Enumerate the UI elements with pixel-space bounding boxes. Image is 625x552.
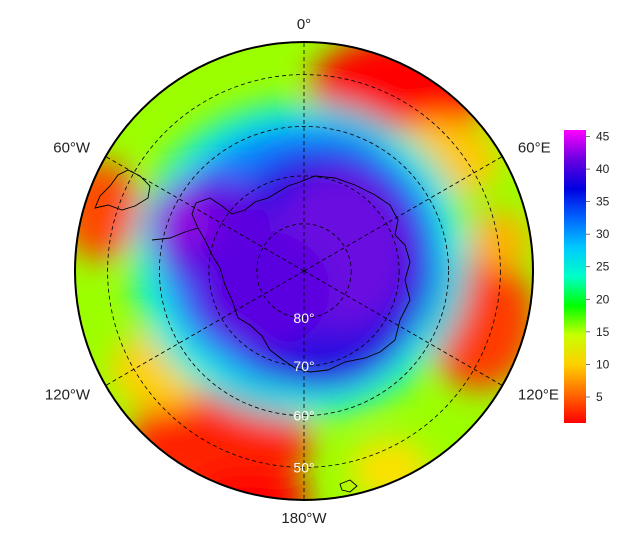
colorbar-tick-label: 35 — [596, 195, 610, 209]
colorbar-tick-label: 20 — [596, 292, 610, 306]
colorbar: 5 10 15 20 25 30 35 40 45 — [564, 130, 610, 423]
colorbar-ramp — [564, 130, 586, 423]
colorbar-tick-label: 25 — [596, 260, 610, 274]
parallel-70 — [208, 175, 400, 367]
meridian-label: 180°W — [281, 510, 327, 527]
latitude-labels: 80° 70° 60° 50° — [293, 310, 314, 475]
parallel-80 — [256, 223, 352, 319]
meridian-label: 120°W — [45, 387, 91, 404]
latitude-label: 80° — [293, 310, 314, 326]
latitude-label: 60° — [293, 408, 314, 424]
meridian-label: 60°E — [518, 140, 551, 157]
meridian-line — [105, 156, 305, 272]
colorbar-tick-label: 40 — [596, 162, 610, 176]
meridian-line — [303, 270, 503, 386]
parallel-60 — [158, 125, 450, 417]
colorbar-tick-label: 30 — [596, 227, 610, 241]
meridian-line — [105, 270, 305, 386]
colorbar-tick-label: 45 — [596, 130, 610, 144]
meridian-label: 60°W — [53, 140, 91, 157]
meridian-line — [303, 156, 503, 272]
meridian-labels: 0° 60°W 60°E 120°W 120°E 180°W — [45, 16, 559, 527]
colorbar-tick-label: 10 — [596, 357, 610, 371]
latitude-label: 50° — [293, 459, 314, 475]
graticule — [105, 42, 503, 500]
meridian-label: 120°E — [518, 387, 559, 404]
ozone-field — [75, 42, 533, 500]
colorbar-ticks: 5 10 15 20 25 30 35 40 45 — [586, 130, 610, 404]
meridian-label: 0° — [297, 16, 311, 33]
colorbar-tick-label: 15 — [596, 325, 610, 339]
latitude-label: 70° — [293, 358, 314, 374]
colorbar-tick-label: 5 — [596, 390, 603, 404]
map-boundary — [74, 41, 534, 501]
coastline — [94, 169, 411, 493]
